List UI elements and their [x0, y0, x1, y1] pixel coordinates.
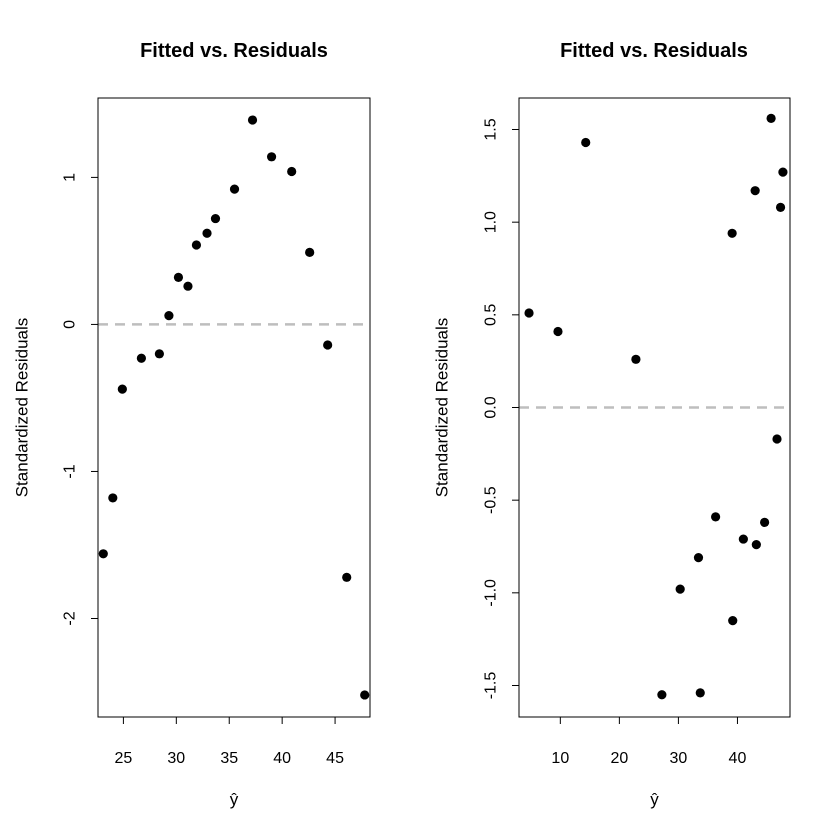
y-tick-label: 0.5 [483, 304, 500, 326]
y-axis-label: Standardized Residuals [13, 318, 32, 498]
data-point [108, 493, 118, 503]
y-tick-label: -1.0 [483, 579, 500, 607]
data-point [760, 517, 770, 528]
data-point [778, 167, 788, 177]
data-point [117, 384, 127, 394]
y-tick-label: -2 [62, 611, 79, 625]
x-tick-label: 30 [670, 750, 688, 767]
data-point [693, 553, 704, 563]
y-tick-label: -1 [62, 464, 79, 478]
data-point [657, 690, 667, 700]
data-point [738, 534, 748, 544]
data-point [173, 272, 184, 282]
data-point [323, 340, 333, 350]
x-tick-label: 40 [273, 750, 291, 767]
chart-title: Fitted vs. Residuals [140, 40, 328, 62]
data-point [695, 688, 705, 698]
data-point [229, 184, 240, 194]
panel-1: Fitted vs. Residuals 25 30 35 40 45 -2 -1 0 1 Stan… [13, 40, 371, 809]
data-point [524, 308, 534, 318]
x-tick-label: 30 [167, 750, 185, 767]
panel-2: Fitted vs. Residuals 10 20 30 40 -1.5 -1.0 -0.5… [433, 40, 791, 809]
data-point [136, 353, 146, 363]
x-tick-label: 45 [326, 750, 344, 767]
data-point [305, 247, 315, 257]
data-point [727, 228, 737, 238]
data-point [750, 186, 760, 196]
data-point [342, 572, 352, 582]
data-point [751, 540, 761, 550]
x-tick-label: 35 [220, 750, 238, 767]
y-tick-label: -1.5 [483, 672, 500, 700]
y-tick-label: 0 [62, 320, 79, 329]
data-point [711, 512, 721, 522]
data-point [631, 354, 641, 364]
x-axis-label: ŷ [650, 790, 659, 809]
data-point [772, 434, 782, 444]
x-tick-label: 10 [551, 750, 569, 767]
chart-title: Fitted vs. Residuals [560, 40, 748, 62]
data-point [202, 228, 212, 238]
data-point [728, 616, 738, 626]
y-tick-label: -0.5 [483, 486, 500, 514]
y-tick-label: 0.0 [483, 396, 500, 418]
data-point [154, 349, 164, 359]
data-point [766, 113, 776, 123]
data-point [675, 584, 685, 594]
y-tick-label: 1.0 [483, 211, 500, 233]
y-axis-label: Standardized Residuals [433, 318, 452, 498]
x-axis-label: ŷ [230, 790, 239, 809]
data-point [287, 166, 297, 177]
y-tick-label: 1.5 [483, 118, 500, 140]
data-point [775, 202, 786, 212]
y-tick-label: 1 [62, 173, 79, 182]
data-point [183, 281, 193, 291]
data-point [164, 311, 174, 321]
x-tick-label: 20 [610, 750, 628, 767]
x-tick-label: 25 [115, 750, 133, 767]
data-point [98, 549, 108, 559]
data-point [581, 137, 591, 148]
data-point [266, 152, 277, 162]
x-tick-label: 40 [729, 750, 747, 767]
data-point [191, 240, 202, 250]
data-point [553, 326, 563, 337]
data-point [210, 213, 221, 224]
data-point [247, 115, 258, 125]
data-point [360, 690, 370, 700]
